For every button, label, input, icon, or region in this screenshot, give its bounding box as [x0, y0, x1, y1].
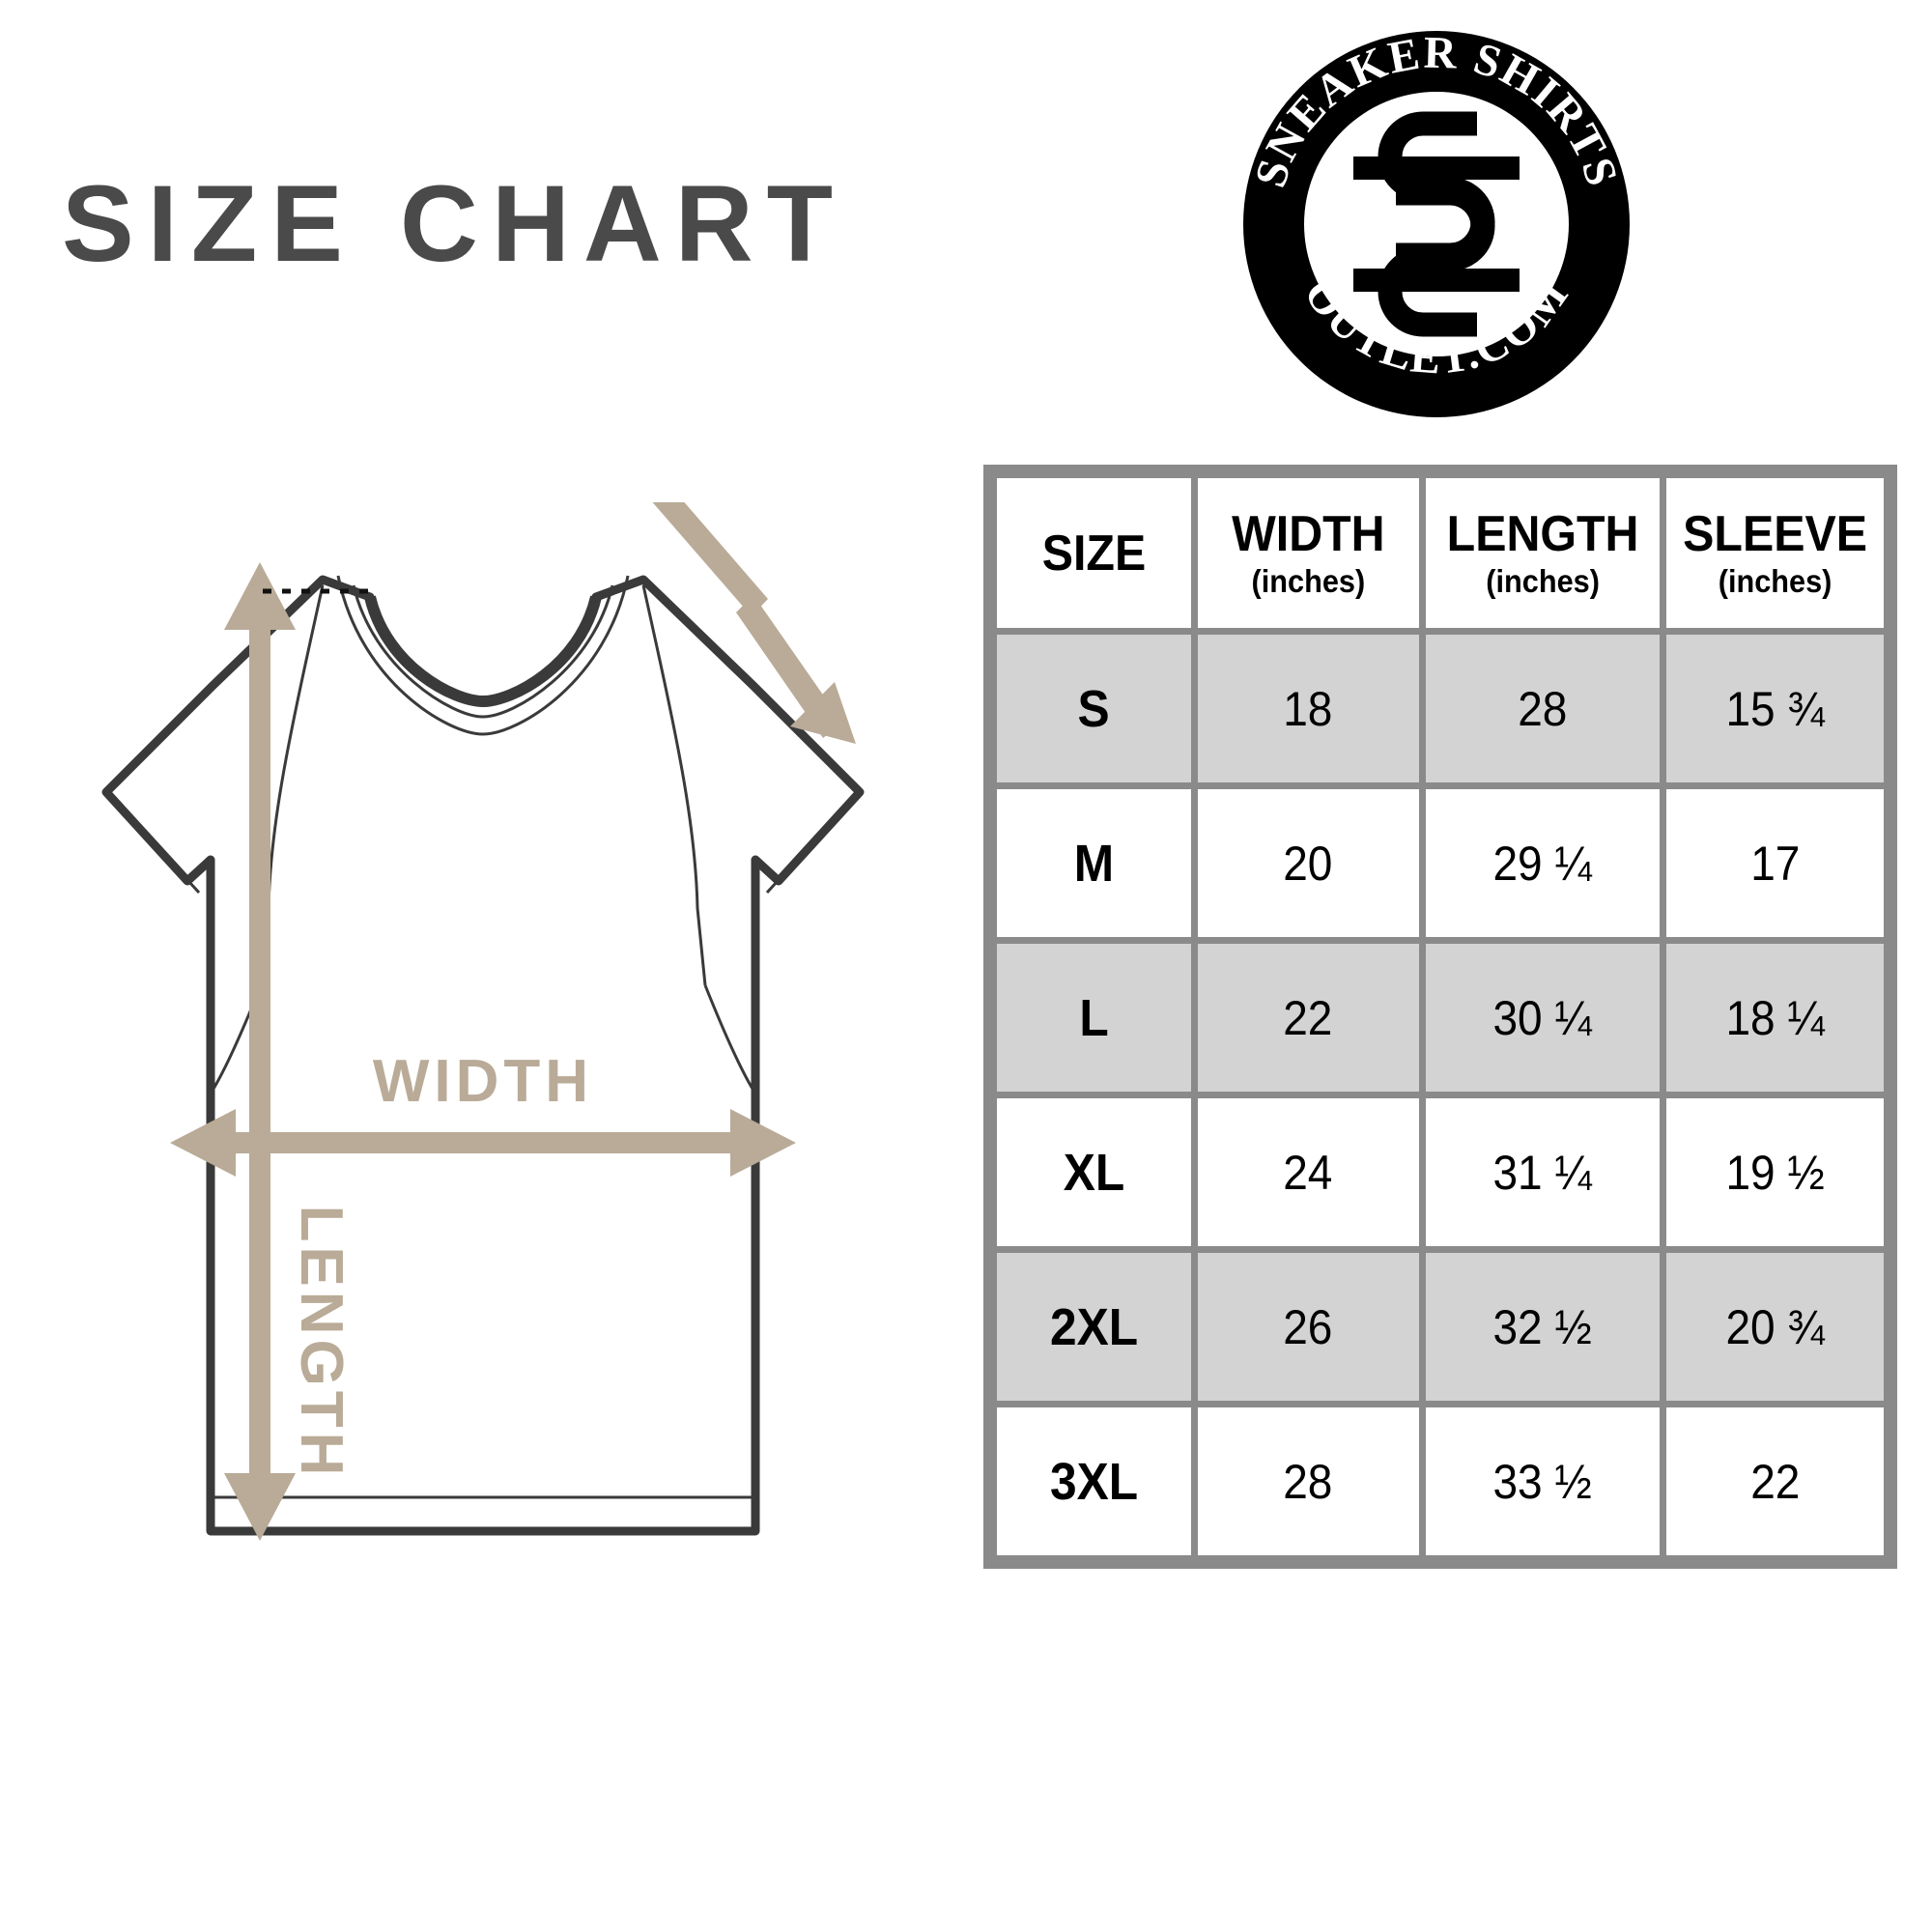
cell-size: 2XL — [997, 1253, 1191, 1401]
cell-size-value: M — [1073, 834, 1115, 893]
cell-length: 30 ¼ — [1425, 944, 1660, 1092]
cell-length-value: 30 ¼ — [1492, 990, 1592, 1045]
cell-width-value: 18 — [1283, 681, 1333, 736]
cell-length-value: 29 ¼ — [1492, 836, 1592, 891]
size-table-grid: SIZE WIDTH (inches) LENGTH (inches) SLEE… — [990, 471, 1890, 1562]
header-width-sub: (inches) — [1251, 563, 1366, 599]
cell-width: 28 — [1197, 1407, 1419, 1555]
cell-size-value: 3XL — [1049, 1452, 1139, 1511]
cell-width: 22 — [1197, 944, 1419, 1092]
header-sleeve-sub: (inches) — [1718, 563, 1833, 599]
cell-sleeve-value: 22 — [1749, 1454, 1801, 1509]
cell-width: 20 — [1197, 789, 1419, 937]
logo-monogram-icon — [1353, 111, 1520, 337]
cell-length-value: 32 ½ — [1492, 1299, 1592, 1354]
cell-sleeve: 20 ¾ — [1665, 1253, 1884, 1401]
cell-size-value: 2XL — [1049, 1297, 1139, 1356]
cell-sleeve-value: 15 ¾ — [1725, 681, 1825, 736]
header-cell-length: LENGTH (inches) — [1425, 478, 1660, 628]
cell-sleeve: 15 ¾ — [1665, 635, 1884, 782]
header-width-main: WIDTH — [1232, 506, 1385, 562]
sleeve-arrow — [652, 502, 856, 744]
tshirt-outline — [101, 575, 865, 1536]
header-cell-width: WIDTH (inches) — [1197, 478, 1419, 628]
cell-size: 3XL — [997, 1407, 1191, 1555]
cell-size-value: S — [1077, 679, 1111, 738]
cell-sleeve: 22 — [1665, 1407, 1884, 1555]
cell-length: 33 ½ — [1425, 1407, 1660, 1555]
length-label: LENGTH — [288, 1206, 355, 1481]
cell-length-value: 31 ¼ — [1492, 1145, 1592, 1200]
cell-length: 29 ¼ — [1425, 789, 1660, 937]
header-sleeve-main: SLEEVE — [1683, 506, 1867, 562]
cell-size-value: XL — [1063, 1143, 1125, 1202]
cell-length: 32 ½ — [1425, 1253, 1660, 1401]
table-row: L 22 30 ¼ 18 ¼ — [997, 944, 1884, 1092]
cell-width: 26 — [1197, 1253, 1419, 1401]
cell-width-value: 26 — [1283, 1299, 1333, 1354]
cell-size: XL — [997, 1098, 1191, 1246]
header-length-main: LENGTH — [1446, 506, 1639, 562]
size-table-body: S 18 28 15 ¾ M 20 29 ¼ 17 L 22 30 ¼ 18 ¼ XL 24 31 ¼ 19 … — [997, 635, 1884, 1555]
cell-length: 28 — [1425, 635, 1660, 782]
cell-width: 18 — [1197, 635, 1419, 782]
table-header-row: SIZE WIDTH (inches) LENGTH (inches) SLEE… — [997, 478, 1884, 628]
tshirt-measurement-diagram: SLEEVE WIDTH LENGTH — [0, 502, 966, 1594]
header-length-sub: (inches) — [1485, 563, 1600, 599]
cell-length-value: 33 ½ — [1492, 1454, 1592, 1509]
table-row: S 18 28 15 ¾ — [997, 635, 1884, 782]
cell-sleeve-value: 18 ¼ — [1725, 990, 1825, 1045]
cell-sleeve: 17 — [1665, 789, 1884, 937]
width-arrow — [170, 1109, 796, 1177]
cell-sleeve-value: 17 — [1749, 836, 1801, 891]
table-row: XL 24 31 ¼ 19 ½ — [997, 1098, 1884, 1246]
cell-length-value: 28 — [1518, 681, 1568, 736]
cell-size: M — [997, 789, 1191, 937]
cell-width-value: 24 — [1283, 1145, 1333, 1200]
size-table: SIZE WIDTH (inches) LENGTH (inches) SLEE… — [983, 465, 1897, 1569]
cell-size: L — [997, 944, 1191, 1092]
header-cell-size: SIZE — [997, 478, 1191, 628]
cell-width: 24 — [1197, 1098, 1419, 1246]
size-table-head: SIZE WIDTH (inches) LENGTH (inches) SLEE… — [997, 478, 1884, 628]
cell-sleeve-value: 19 ½ — [1725, 1145, 1825, 1200]
cell-sleeve: 18 ¼ — [1665, 944, 1884, 1092]
table-row: M 20 29 ¼ 17 — [997, 789, 1884, 937]
header-size-main: SIZE — [1041, 525, 1147, 582]
cell-width-value: 20 — [1283, 836, 1333, 891]
cell-sleeve: 19 ½ — [1665, 1098, 1884, 1246]
brand-logo: SNEAKER SHIRTS OUTLET.COM — [1234, 21, 1639, 427]
cell-sleeve-value: 20 ¾ — [1725, 1299, 1825, 1354]
cell-width-value: 28 — [1283, 1454, 1333, 1509]
cell-length: 31 ¼ — [1425, 1098, 1660, 1246]
cell-width-value: 22 — [1283, 990, 1333, 1045]
cell-size-value: L — [1079, 988, 1109, 1047]
length-arrow — [224, 562, 296, 1541]
width-label: WIDTH — [373, 1048, 593, 1115]
header-cell-sleeve: SLEEVE (inches) — [1665, 478, 1884, 628]
cell-size: S — [997, 635, 1191, 782]
page-title: SIZE CHART — [62, 163, 846, 284]
table-row: 3XL 28 33 ½ 22 — [997, 1407, 1884, 1555]
table-row: 2XL 26 32 ½ 20 ¾ — [997, 1253, 1884, 1401]
